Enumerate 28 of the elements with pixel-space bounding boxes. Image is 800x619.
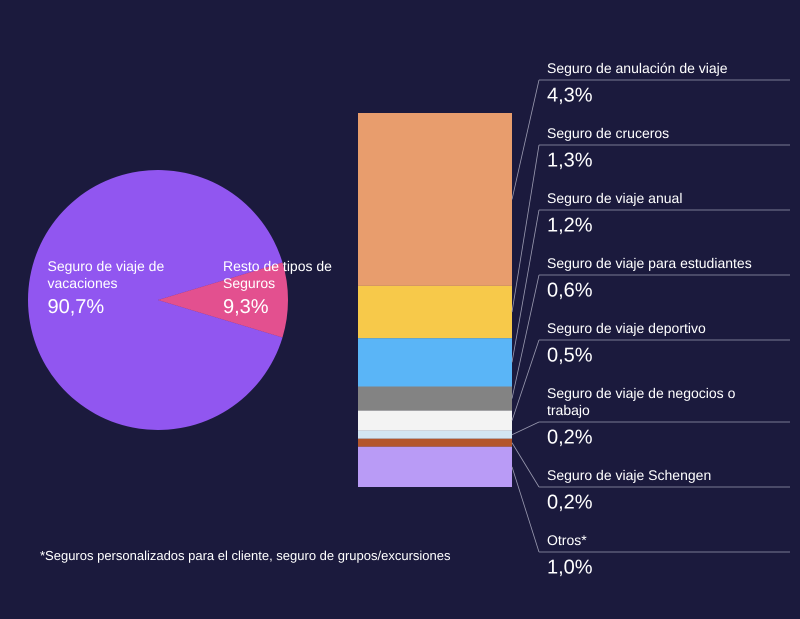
bar	[358, 386, 512, 411]
data-label: 0,6%	[547, 280, 593, 302]
data-label: 90,7%	[48, 296, 104, 318]
text: Seguro de viaje de negocios o trabajo	[547, 384, 736, 418]
bar	[358, 446, 512, 487]
bar	[358, 438, 512, 447]
text: Seguro de viaje deportivo	[547, 320, 706, 336]
text: Seguro de viaje Schengen	[547, 466, 712, 483]
data-label: 1,2%	[547, 214, 593, 237]
data-label: 9,3%	[223, 296, 269, 318]
data-label: 0,2%	[547, 492, 593, 514]
text: *Seguros personalizados para el cliente, seguro de grupos/excursiones	[40, 548, 450, 563]
data-label: 0,5%	[547, 344, 593, 367]
data-label: 4,3%	[547, 84, 593, 107]
text: Seguro de anulación de viaje	[547, 60, 728, 76]
text: Seguro de viaje anual	[547, 190, 682, 206]
data-label: 1,3%	[547, 150, 593, 172]
bar	[358, 410, 512, 431]
data-label: 1,0%	[547, 556, 593, 579]
bar	[358, 338, 512, 386]
slice-label: Seguro de viaje de vacaciones	[48, 258, 164, 291]
text: Seguro de cruceros	[547, 124, 670, 141]
bar	[358, 286, 512, 338]
data-label: 0,2%	[547, 426, 593, 449]
bar	[358, 113, 512, 286]
bar	[358, 430, 512, 439]
text: Otros*	[547, 532, 588, 548]
text: Seguro de viaje para estudiantes	[547, 254, 752, 271]
